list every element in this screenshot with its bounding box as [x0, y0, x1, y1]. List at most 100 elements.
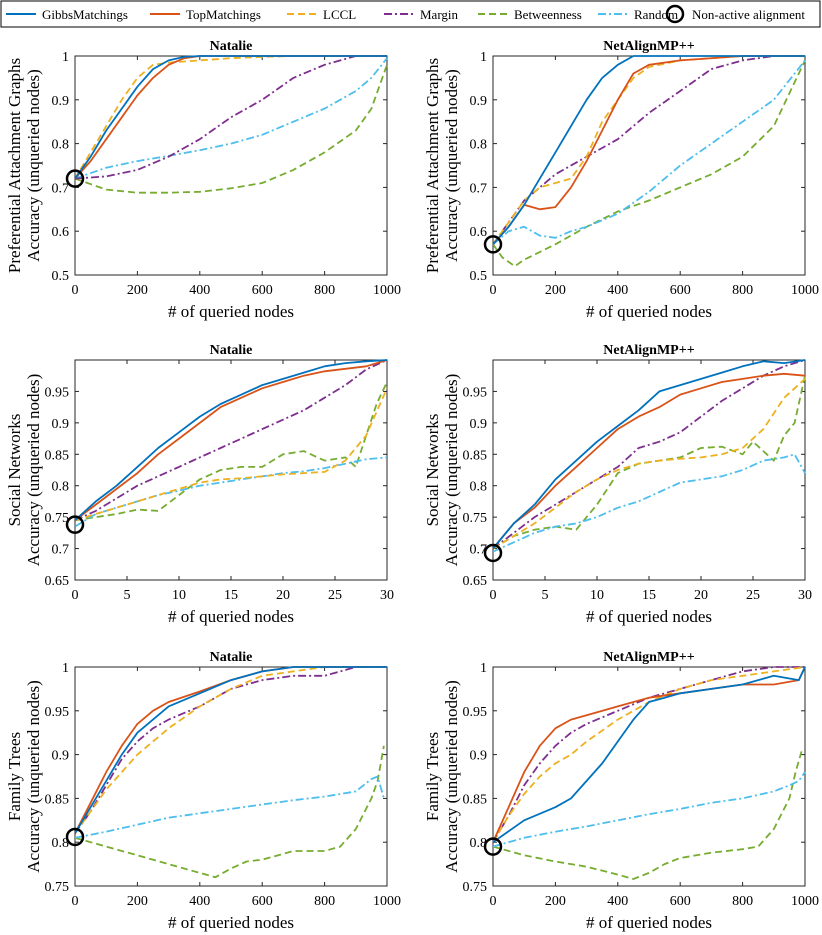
- x-tick-label: 0: [490, 588, 497, 603]
- series-line-betweenness: [75, 64, 388, 194]
- series-line-topmatchings: [493, 666, 806, 843]
- chart-title: NetAlignMP++: [603, 343, 694, 358]
- x-tick-label: 600: [670, 894, 691, 909]
- x-tick-label: 25: [328, 588, 342, 603]
- series-line-gibbsmatchings: [493, 666, 806, 843]
- plot-area: [74, 55, 388, 276]
- plot-area: [492, 55, 806, 276]
- x-tick-label: 1000: [791, 283, 819, 298]
- x-tick-label: 400: [607, 894, 628, 909]
- legend-label: Betweenness: [514, 7, 582, 22]
- series-line-topmatchings: [75, 359, 388, 522]
- y-tick-label: 1: [62, 661, 69, 676]
- series-group: [493, 666, 806, 880]
- x-tick-label: 0: [490, 894, 497, 909]
- y-tick-label: 1: [480, 50, 487, 65]
- x-tick-label: 800: [314, 283, 335, 298]
- y-axis-label: Accuracy (unqueried nodes): [24, 374, 43, 567]
- x-tick-label: 600: [252, 283, 273, 298]
- x-tick-label: 0: [490, 283, 497, 298]
- chart-title: NetAlignMP++: [603, 650, 694, 665]
- y-tick-label: 1: [62, 50, 69, 65]
- y-tick-label: 0.9: [470, 94, 488, 109]
- series-line-betweenness: [493, 749, 803, 880]
- y-tick-label: 0.85: [463, 792, 488, 807]
- y-tick-label: 0.9: [470, 417, 488, 432]
- legend-marker-circle: [665, 4, 685, 24]
- series-line-lccl: [493, 666, 806, 843]
- x-axis-label: # of queried nodes: [586, 913, 712, 932]
- series-line-gibbsmatchings: [75, 666, 387, 834]
- y-tick-label: 0.7: [52, 181, 70, 196]
- x-tick-label: 0: [72, 283, 79, 298]
- legend-entry: Non-active alignment: [665, 4, 805, 24]
- series-line-margin: [75, 55, 387, 180]
- y-tick-label: 0.8: [52, 138, 70, 153]
- chart-title: Natalie: [210, 650, 253, 665]
- y-tick-label: 0.95: [45, 385, 70, 400]
- legend: GibbsMatchings TopMatchings LCCL Margin Betw…: [0, 0, 821, 28]
- non-active-alignment-marker: [65, 827, 85, 847]
- non-active-alignment-marker: [65, 515, 85, 534]
- series-line-betweenness: [493, 60, 806, 268]
- series-line-random: [75, 57, 388, 180]
- y-tick-label: 0.6: [52, 225, 70, 240]
- legend-label: LCCL: [323, 7, 356, 22]
- x-tick-label: 5: [542, 588, 549, 603]
- y-axis-label: Accuracy (unqueried nodes): [24, 69, 43, 262]
- legend-label: GibbsMatchings: [42, 7, 128, 22]
- y-tick-label: 0.8: [470, 480, 488, 495]
- legend-entry: Betweenness: [478, 7, 582, 22]
- legend-entry: TopMatchings: [150, 7, 261, 22]
- y-tick-label: 0.9: [470, 749, 488, 764]
- series-line-margin: [493, 55, 805, 245]
- x-axis-label: # of queried nodes: [586, 607, 712, 626]
- x-tick-label: 0: [72, 588, 79, 603]
- y-axis-label: Preferential Attachment Graphs: [5, 58, 24, 273]
- legend-label: TopMatchings: [186, 7, 261, 22]
- chart-title: NetAlignMP++: [603, 39, 694, 54]
- series-line-margin: [493, 666, 805, 843]
- y-tick-label: 0.6: [470, 225, 488, 240]
- series-line-gibbsmatchings: [75, 359, 388, 521]
- non-active-alignment-marker: [483, 837, 503, 856]
- x-tick-label: 400: [189, 894, 210, 909]
- series-line-margin: [75, 359, 388, 522]
- y-tick-label: 0.9: [52, 94, 70, 109]
- y-tick-label: 0.95: [463, 705, 488, 720]
- series-line-gibbsmatchings: [75, 55, 387, 180]
- plot-area: [492, 359, 806, 581]
- y-tick-label: 0.7: [470, 181, 488, 196]
- legend-label: Non-active alignment: [692, 7, 805, 22]
- y-tick-label: 0.75: [463, 880, 488, 895]
- chart-panel: 0.75 0.8 0.85 0.9 0.95 1 0 200 400 600 800 1000 Nata…: [5, 650, 401, 932]
- x-tick-label: 20: [694, 588, 708, 603]
- plot-area: [74, 359, 388, 581]
- x-tick-label: 20: [276, 588, 290, 603]
- x-tick-label: 200: [127, 283, 148, 298]
- series-line-random: [493, 59, 806, 245]
- chart-panels: 0.50.60.70.80.910 200 400 600 800 1000Natalie…: [5, 39, 819, 932]
- plot-area: [74, 666, 388, 887]
- x-tick-label: 400: [607, 283, 628, 298]
- non-active-alignment-marker: [483, 235, 503, 254]
- x-tick-label: 200: [545, 283, 566, 298]
- chart-title: Natalie: [210, 39, 253, 54]
- x-axis-label: # of queried nodes: [586, 302, 712, 321]
- series-group: [75, 55, 388, 194]
- series-line-lccl: [75, 666, 387, 834]
- y-tick-label: 0.65: [463, 574, 488, 589]
- y-axis-label: Accuracy (unqueried nodes): [24, 680, 43, 873]
- y-tick-label: 0.7: [52, 543, 70, 558]
- series-line-betweenness: [75, 745, 385, 879]
- legend-label: Margin: [420, 7, 459, 22]
- legend-entry: GibbsMatchings: [6, 7, 128, 22]
- x-tick-label: 5: [124, 588, 131, 603]
- series-line-random: [75, 775, 385, 839]
- x-tick-label: 200: [127, 894, 148, 909]
- series-group: [75, 359, 388, 528]
- y-tick-label: 0.5: [52, 269, 70, 284]
- y-tick-label: 1: [480, 661, 487, 676]
- series-line-lccl: [493, 55, 805, 245]
